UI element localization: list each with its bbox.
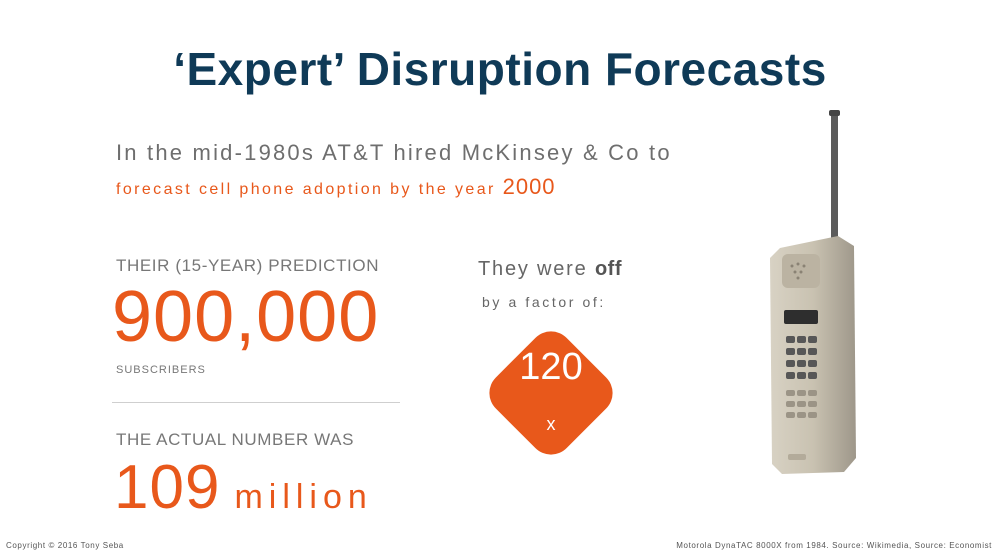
prediction-value: 900,000 xyxy=(112,277,380,357)
factor-value: 120 xyxy=(519,346,583,388)
brick-phone-image xyxy=(770,110,856,474)
slide-title: ‘Expert’ Disruption Forecasts xyxy=(173,43,827,95)
off-text-bold: off xyxy=(594,258,622,280)
footer-source: Motorola DynaTAC 8000X from 1984. Source… xyxy=(676,541,992,550)
divider xyxy=(112,402,400,403)
footer-copyright: Copyright © 2016 Tony Seba xyxy=(6,541,124,550)
factor-badge xyxy=(489,331,613,455)
off-text: They were off xyxy=(478,258,622,281)
intro-year: 2000 xyxy=(502,174,556,199)
actual-value: 109 xyxy=(114,453,221,522)
actual-label: THE ACTUAL NUMBER WAS xyxy=(116,430,355,449)
intro-line-1: In the mid-1980s AT&T hired McKinsey & C… xyxy=(116,140,672,165)
actual-value-group: 109 million xyxy=(114,452,373,523)
intro-line-2-text: forecast cell phone adoption by the year xyxy=(116,181,503,198)
off-text-prefix: They were xyxy=(478,258,595,280)
prediction-label: THEIR (15-YEAR) PREDICTION xyxy=(116,256,380,275)
factor-symbol: x xyxy=(546,414,556,434)
actual-unit: million xyxy=(234,478,373,516)
subscribers-label: SUBSCRIBERS xyxy=(116,364,206,376)
factor-text: by a factor of: xyxy=(482,294,606,310)
intro-line-2: forecast cell phone adoption by the year… xyxy=(116,174,556,200)
